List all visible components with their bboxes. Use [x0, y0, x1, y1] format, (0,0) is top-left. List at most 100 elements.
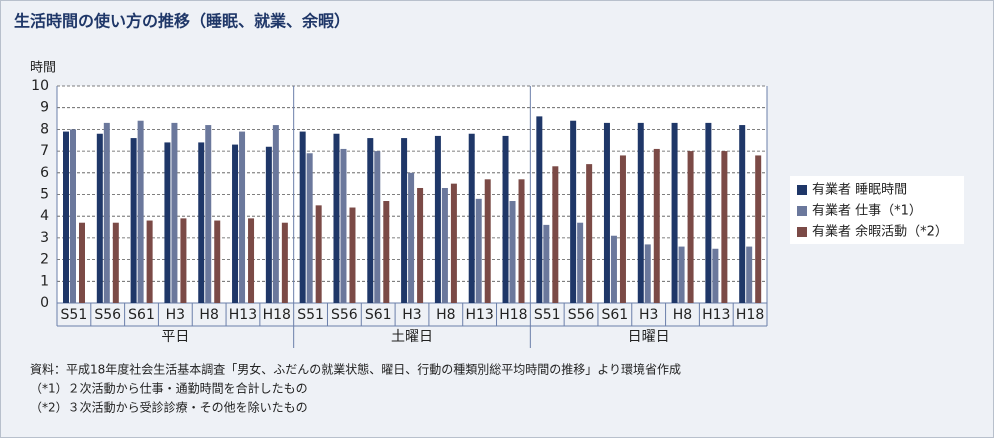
bar: [678, 246, 685, 303]
bar: [79, 222, 85, 303]
bar: [96, 133, 103, 303]
bar: [146, 220, 153, 303]
bar: [671, 122, 678, 303]
note: （*2）３次活動から受診診療・その他を除いたもの: [30, 400, 308, 415]
y-tick-label: 7: [40, 143, 49, 159]
x-tick-label: H8: [199, 307, 218, 323]
note: （*1）２次活動から仕事・通勤時間を合計したもの: [30, 381, 308, 396]
legend-label: 有業者 睡眠時間: [812, 182, 907, 198]
bar: [450, 183, 457, 303]
bar: [739, 125, 746, 303]
x-tick-label: S51: [534, 307, 561, 323]
bar: [214, 220, 221, 303]
bar: [232, 144, 239, 303]
bar: [401, 138, 408, 303]
x-tick-label: S61: [128, 307, 155, 323]
bar: [712, 248, 719, 303]
bar: [637, 122, 644, 303]
chart-title: 生活時間の使い方の推移（睡眠、就業、余暇）: [14, 12, 350, 31]
x-tick-label: H18: [736, 307, 764, 323]
bar: [103, 122, 110, 303]
bar: [299, 131, 306, 303]
bar: [367, 138, 374, 303]
bar: [248, 218, 255, 303]
x-tick-label: S61: [365, 307, 392, 323]
bar: [272, 125, 279, 303]
bar: [171, 122, 178, 303]
bar: [306, 153, 313, 303]
bar: [383, 201, 390, 303]
bar: [586, 164, 593, 303]
legend-swatch: [797, 227, 807, 237]
bar: [315, 205, 322, 303]
bar: [63, 131, 69, 303]
bar: [265, 146, 272, 303]
bar: [434, 135, 441, 303]
bar: [281, 222, 288, 303]
x-tick-label: H13: [229, 307, 257, 323]
legend: [790, 176, 964, 244]
x-tick-label: H13: [465, 307, 493, 323]
legend-swatch: [797, 185, 807, 195]
bar: [239, 131, 246, 303]
group-label: 日曜日: [628, 329, 670, 345]
legend-label: 有業者 仕事（*1）: [812, 203, 922, 219]
bar: [746, 246, 753, 303]
y-tick-label: 8: [40, 121, 49, 137]
x-tick-label: S61: [602, 307, 629, 323]
x-tick-label: H8: [673, 307, 692, 323]
bar: [475, 198, 482, 303]
bar: [721, 151, 728, 303]
bar: [164, 142, 171, 303]
bar: [502, 135, 509, 303]
y-axis-label: 時間: [30, 61, 56, 76]
legend-swatch: [797, 206, 807, 216]
x-tick-label: H13: [702, 307, 730, 323]
bar: [653, 148, 660, 303]
bar: [70, 129, 76, 303]
bar: [644, 244, 651, 303]
x-tick-label: H3: [166, 307, 185, 323]
bar: [543, 224, 550, 303]
x-tick-label: H18: [499, 307, 527, 323]
bar: [755, 155, 762, 303]
x-tick-label: S56: [94, 307, 121, 323]
bar: [441, 187, 448, 303]
y-tick-label: 3: [40, 230, 49, 246]
x-tick-label: H8: [436, 307, 455, 323]
bar: [333, 133, 340, 303]
x-tick-label: H3: [639, 307, 658, 323]
bar: [705, 122, 712, 303]
bar: [610, 235, 617, 303]
x-tick-label: S56: [568, 307, 595, 323]
group-label: 土曜日: [391, 329, 433, 345]
bar: [137, 120, 144, 303]
y-tick-label: 2: [40, 252, 49, 268]
bar: [180, 218, 187, 303]
bar: [687, 151, 694, 303]
bar: [552, 166, 559, 303]
bar: [619, 155, 626, 303]
bar: [408, 172, 415, 303]
bar: [468, 133, 475, 303]
y-tick-label: 0: [40, 295, 49, 311]
bar: [205, 125, 212, 303]
x-tick-label: S51: [61, 307, 88, 323]
bar: [509, 201, 516, 303]
bar: [603, 122, 610, 303]
x-tick-label: H18: [263, 307, 291, 323]
y-tick-label: 5: [40, 187, 49, 203]
bar: [484, 179, 491, 303]
legend-label: 有業者 余暇活動（*2）: [812, 224, 948, 240]
y-tick-label: 4: [40, 208, 49, 224]
y-tick-label: 1: [40, 273, 49, 289]
bar: [577, 222, 584, 303]
bar: [349, 207, 356, 303]
bar: [374, 151, 381, 303]
y-tick-label: 6: [40, 165, 49, 181]
bar: [417, 187, 424, 303]
x-tick-label: S51: [297, 307, 324, 323]
bar: [198, 142, 205, 303]
y-tick-label: 10: [31, 78, 49, 94]
